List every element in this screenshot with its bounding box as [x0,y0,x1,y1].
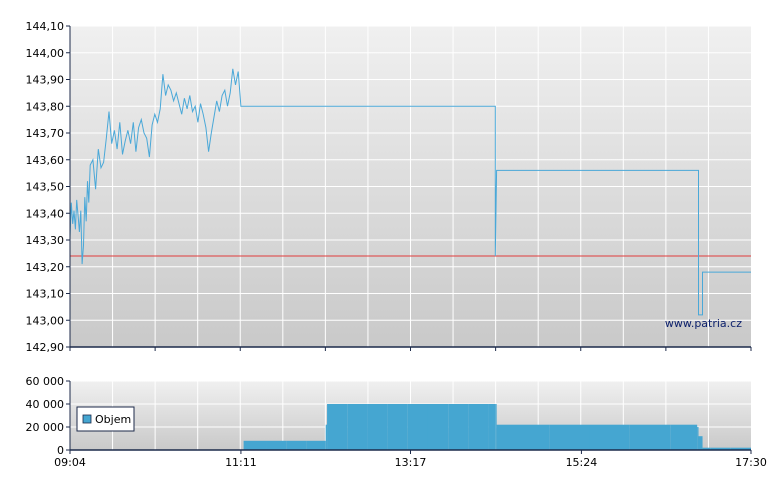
legend-swatch-objem [82,414,92,424]
volume-x-tick-label: 11:11 [225,456,257,469]
volume-bar [730,447,751,450]
price-y-tick-label: 143,10 [26,288,65,301]
volume-bar [710,447,731,450]
volume-bar [702,447,711,450]
volume-y-tick-label: 40 000 [26,398,65,411]
volume-bar [697,427,699,450]
price-y-tick-label: 143,40 [26,207,65,220]
volume-bar [243,440,267,450]
volume-bar [496,424,550,450]
volume-bar [698,436,703,450]
volume-x-tick-label: 13:17 [395,456,427,469]
price-panel: 144,10 144,00 143,90 143,80 143,70 143,60 143,… [26,20,752,354]
volume-bars [243,404,751,450]
price-y-tick-label: 143,20 [26,261,65,274]
price-y-tick-label: 143,70 [26,127,65,140]
volume-y-tick-label: 0 [57,444,64,457]
volume-bar [427,404,449,450]
watermark: www.patria.cz [665,317,742,330]
price-y-tick-label: 144,00 [26,47,65,60]
price-y-tick-label: 143,00 [26,314,65,327]
volume-bar [495,404,497,450]
volume-bar [589,424,630,450]
volume-bar [266,440,287,450]
volume-y-axis: 60 000 40 000 20 000 0 [26,375,70,457]
volume-bar [327,404,348,450]
volume-bar [387,404,408,450]
price-y-tick-label: 144,10 [26,20,65,33]
price-y-tick-label: 143,60 [26,154,65,167]
legend-label-objem: Objem [95,413,131,426]
price-y-tick-label: 143,50 [26,181,65,194]
volume-bar [306,440,326,450]
volume-y-tick-label: 60 000 [26,375,65,388]
volume-bar [347,404,368,450]
price-y-tick-label: 142,90 [26,341,65,354]
volume-bar [549,424,590,450]
volume-bar [448,404,469,450]
price-y-tick-label: 143,30 [26,234,65,247]
price-y-axis: 144,10 144,00 143,90 143,80 143,70 143,60 143,… [26,20,70,354]
volume-x-tick-label: 17:30 [735,456,767,469]
price-x-ticks [69,347,752,351]
volume-x-tick-label: 09:04 [54,456,86,469]
volume-x-tick-label: 15:24 [566,456,598,469]
price-y-tick-label: 143,90 [26,74,65,87]
volume-bar [670,424,698,450]
volume-legend: Objem [76,406,135,432]
volume-bar [488,404,496,450]
volume-panel: 60 000 40 000 20 000 0 09:04 11:11 13:17 15:24… [26,375,767,469]
volume-y-tick-label: 20 000 [26,421,65,434]
volume-bar [629,424,671,450]
volume-bar [468,404,489,450]
volume-bar [286,440,307,450]
price-line [69,68,751,316]
volume-x-axis: 09:04 11:11 13:17 15:24 17:30 [54,450,767,469]
price-y-tick-label: 143,80 [26,100,65,113]
volume-bar [407,404,428,450]
volume-bar [325,424,328,450]
volume-bar [367,404,388,450]
